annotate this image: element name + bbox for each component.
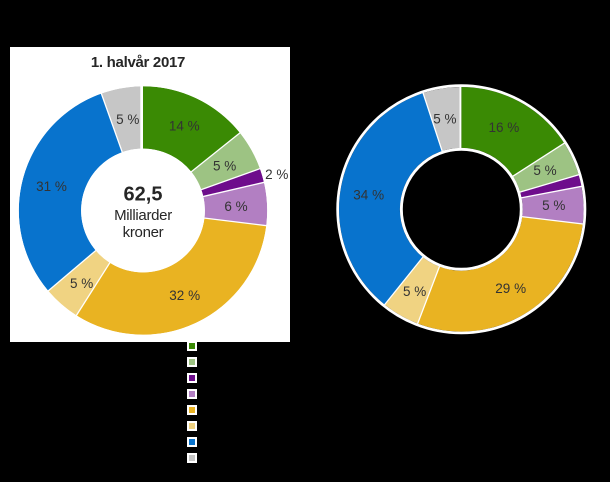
svg-text:29 %: 29 %: [495, 281, 526, 296]
svg-text:6 %: 6 %: [224, 199, 247, 214]
svg-text:5 %: 5 %: [70, 276, 93, 291]
svg-text:1. halvår 2017: 1. halvår 2017: [91, 54, 185, 71]
svg-text:5 %: 5 %: [116, 112, 139, 127]
svg-text:5 %: 5 %: [533, 163, 556, 178]
svg-text:16 %: 16 %: [489, 120, 520, 135]
svg-text:31 %: 31 %: [36, 179, 67, 194]
svg-text:5 %: 5 %: [433, 112, 456, 127]
svg-text:kroner: kroner: [123, 224, 164, 241]
svg-text:32 %: 32 %: [169, 288, 200, 303]
svg-text:34 %: 34 %: [353, 188, 384, 203]
svg-text:Milliarder: Milliarder: [114, 207, 172, 224]
svg-text:62,5: 62,5: [124, 184, 163, 206]
svg-text:5 %: 5 %: [403, 284, 426, 299]
svg-text:5 %: 5 %: [542, 198, 565, 213]
svg-text:5 %: 5 %: [213, 159, 236, 174]
svg-text:14 %: 14 %: [169, 118, 200, 133]
svg-text:2 %: 2 %: [265, 167, 288, 182]
